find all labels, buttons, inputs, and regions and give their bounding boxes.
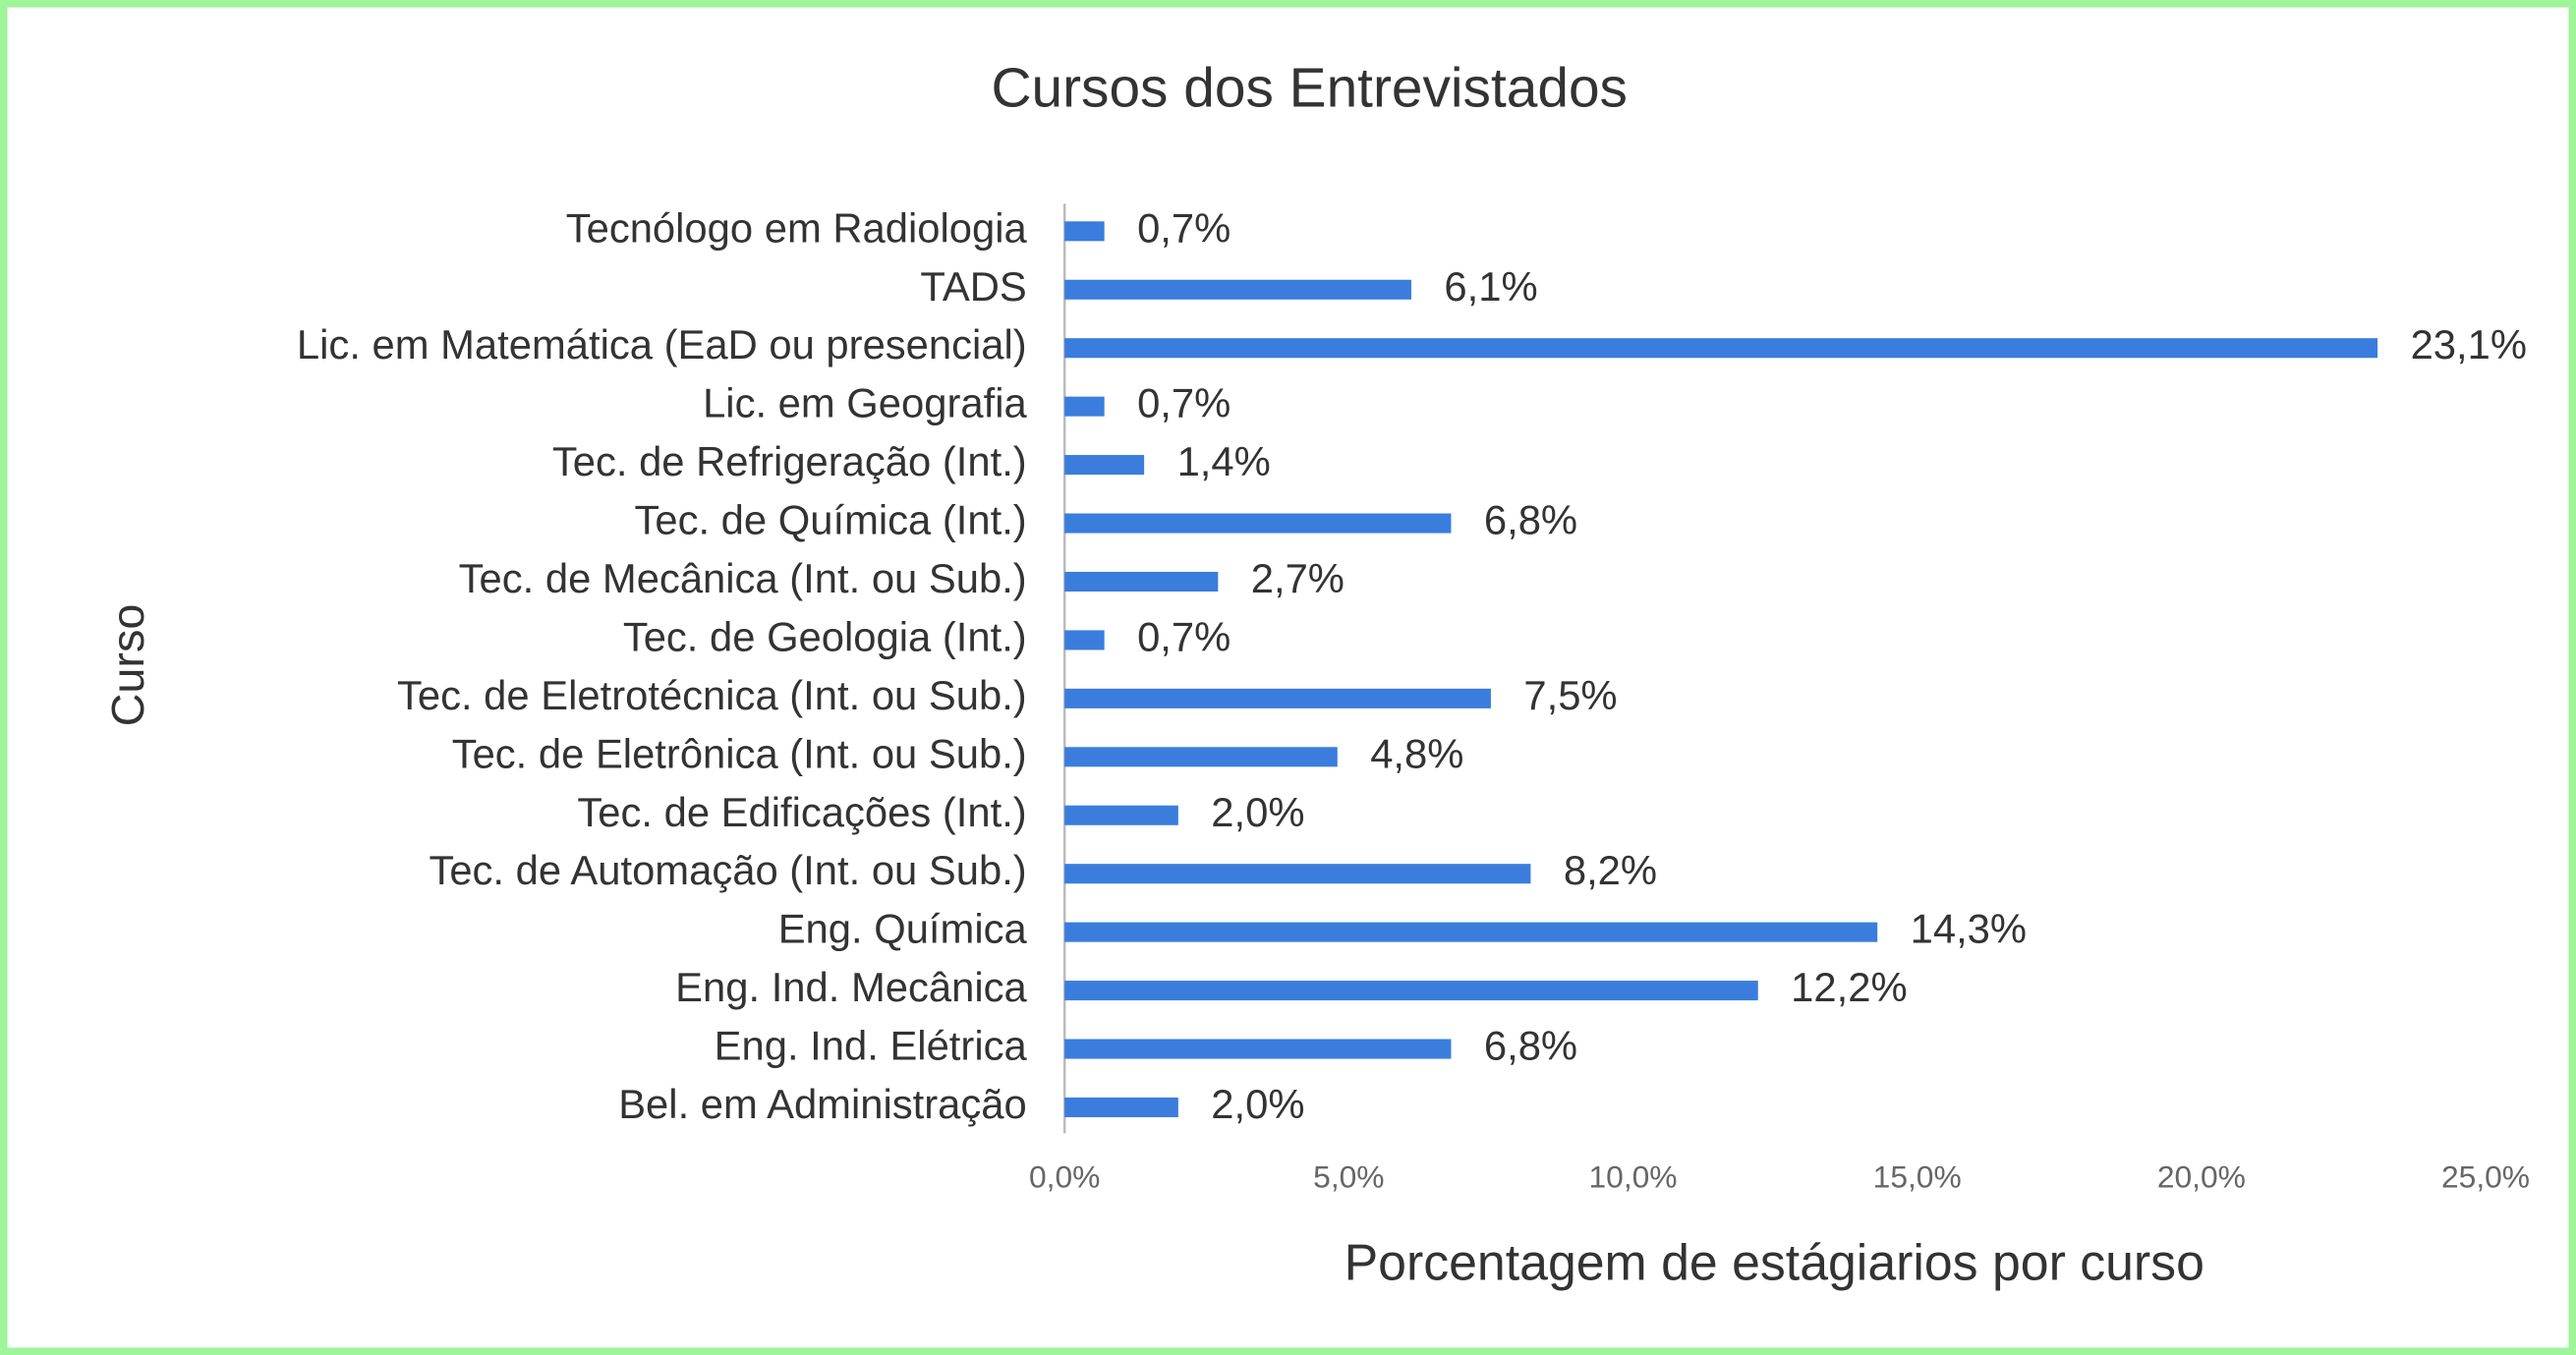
y-tick-label: Bel. em Administração [618,1081,1027,1127]
y-tick-label: TADS [920,263,1026,310]
bar [1064,279,1411,300]
y-tick-label: Eng. Ind. Mecânica [675,964,1027,1010]
x-tick-label: 10,0% [1589,1159,1678,1195]
value-label: 6,1% [1444,263,1537,310]
bar [1064,747,1338,767]
value-label: 2,0% [1211,789,1304,835]
bar [1064,922,1878,942]
x-tick-label: 20,0% [2157,1159,2246,1195]
y-tick-label: Lic. em Matemática (EaD ou presencial) [297,321,1027,367]
value-label: 2,7% [1251,555,1345,601]
bar [1064,396,1105,417]
bar [1064,1039,1452,1059]
bar [1064,221,1105,242]
value-label: 8,2% [1564,847,1657,893]
chart-title: Cursos dos Entrevistados [991,58,1628,120]
bar [1064,571,1219,593]
y-tick-label: Tec. de Mecânica (Int. ou Sub.) [459,555,1027,601]
value-label: 2,0% [1211,1081,1304,1127]
value-label: 6,8% [1484,1023,1577,1069]
value-label: 1,4% [1177,438,1271,484]
y-tick-label: Tec. de Refrigeração (Int.) [552,438,1027,484]
value-label: 0,7% [1137,204,1231,251]
value-label: 14,3% [1911,906,2027,952]
y-tick-label: Tec. de Geologia (Int.) [623,613,1027,659]
bar [1064,1097,1178,1117]
value-label: 6,8% [1484,497,1577,543]
x-tick-label: 15,0% [1873,1159,1962,1195]
x-tick-label: 25,0% [2441,1159,2530,1195]
y-tick-label: Eng. Ind. Elétrica [715,1023,1028,1069]
bar [1064,805,1178,825]
y-tick-label: Tec. de Edificações (Int.) [577,789,1026,835]
bar [1064,455,1145,476]
y-tick-label: Lic. em Geografia [703,380,1027,426]
bar [1064,864,1531,884]
y-tick-label: Tecnólogo em Radiologia [566,204,1028,251]
bar [1064,688,1491,708]
y-tick-label: Tec. de Eletrônica (Int. ou Sub.) [452,730,1027,776]
x-tick-label: 5,0% [1313,1159,1384,1195]
bar [1064,513,1452,534]
value-label: 0,7% [1137,613,1231,659]
bar [1064,630,1105,650]
value-label: 23,1% [2411,321,2527,367]
y-tick-label: Eng. Química [778,906,1028,952]
x-tick-label: 0,0% [1029,1159,1100,1195]
bar [1064,981,1758,1001]
y-tick-label: Tec. de Química (Int.) [634,497,1026,543]
value-label: 4,8% [1370,730,1463,776]
y-tick-label: Tec. de Automação (Int. ou Sub.) [429,847,1026,893]
y-axis-label: Curso [102,604,153,727]
value-label: 7,5% [1523,672,1617,718]
x-axis-label: Porcentagem de estágiarios por curso [1345,1233,2204,1290]
value-label: 12,2% [1791,964,1907,1010]
y-tick-label: Tec. de Eletrotécnica (Int. ou Sub.) [397,672,1027,718]
value-label: 0,7% [1137,380,1231,426]
bar [1064,338,2378,359]
